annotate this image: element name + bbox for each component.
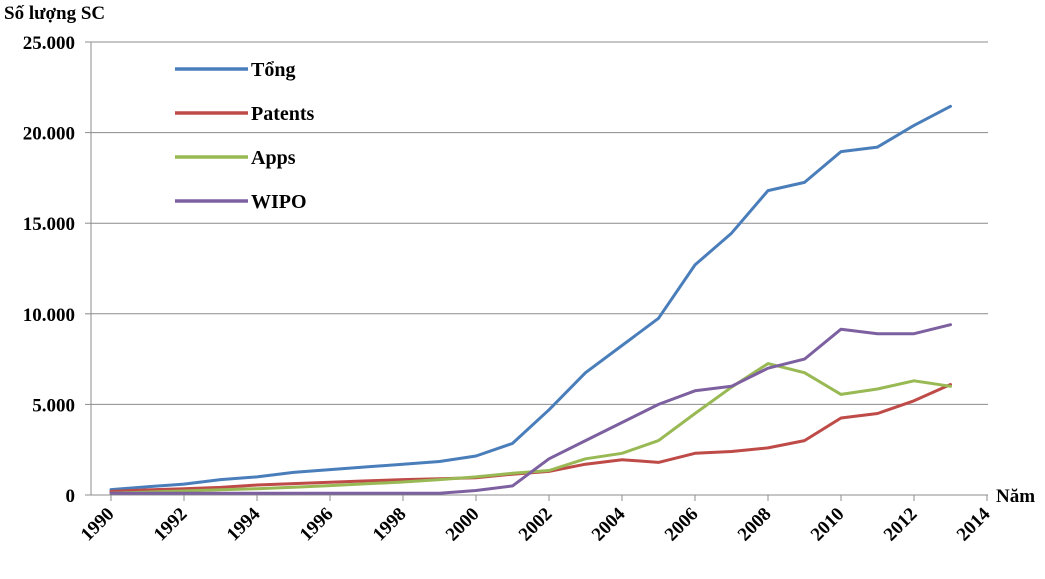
x-tick-label: 1998 bbox=[369, 504, 411, 546]
y-tick-label: 10.000 bbox=[23, 305, 75, 326]
x-tick-label: 2012 bbox=[880, 504, 922, 546]
y-tick-label: 25.000 bbox=[23, 33, 75, 54]
series-line bbox=[109, 383, 952, 493]
x-tick-label: 1994 bbox=[223, 503, 265, 545]
gridlines bbox=[91, 41, 988, 405]
x-tick-label: 2002 bbox=[515, 504, 557, 546]
y-tick-label: 20.000 bbox=[23, 124, 75, 145]
series-lines bbox=[109, 104, 952, 495]
legend-label: Tổng bbox=[251, 59, 295, 81]
x-axis-title: Năm bbox=[996, 486, 1035, 507]
x-tick-labels: 1990 1992 1994 1996 1998 2000 2002 2004 2006 2008… bbox=[77, 503, 995, 545]
series-line bbox=[109, 104, 952, 492]
legend-label: Patents bbox=[251, 103, 315, 125]
x-tick-label: 2008 bbox=[734, 504, 776, 546]
axes bbox=[85, 41, 988, 501]
x-tick-label: 2006 bbox=[661, 504, 703, 546]
x-tick-label: 2004 bbox=[588, 503, 630, 545]
y-tick-label: 15.000 bbox=[23, 214, 75, 235]
y-tick-label: 0 bbox=[66, 486, 76, 507]
x-tick-label: 1992 bbox=[150, 504, 192, 546]
y-tick-labels: 0 5.000 10.000 15.000 20.000 25.000 bbox=[23, 33, 75, 507]
series-line bbox=[109, 323, 952, 495]
legend-label: WIPO bbox=[251, 191, 307, 213]
legend: Tổng Patents Apps WIPO bbox=[175, 59, 315, 213]
y-axis-title: Số lượng SC bbox=[4, 3, 105, 24]
x-tick-label: 2000 bbox=[442, 504, 484, 546]
x-tick-label: 1996 bbox=[296, 504, 338, 546]
x-tick-label: 1990 bbox=[77, 504, 119, 546]
x-tick-label: 2010 bbox=[807, 504, 849, 546]
x-tick-label: 2014 bbox=[953, 503, 995, 545]
legend-label: Apps bbox=[251, 147, 296, 169]
y-tick-label: 5.000 bbox=[32, 395, 75, 416]
